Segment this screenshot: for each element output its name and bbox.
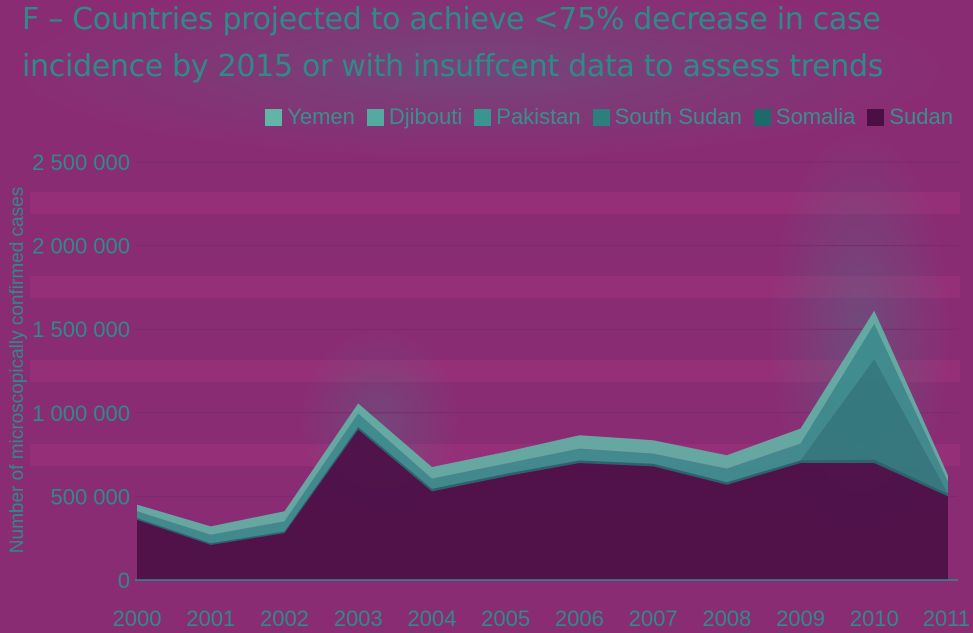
y-tick-label: 2 000 000 [32,234,130,259]
x-tick-label: 2009 [776,606,825,631]
area-south-sudan [137,359,948,544]
legend-label: Yemen [287,104,355,129]
x-tick-label: 2001 [186,606,235,631]
x-tick-label: 2008 [702,606,751,631]
legend-item-south-sudan: South Sudan [592,104,742,130]
legend-swatch [867,108,885,126]
legend-label: Sudan [889,104,953,129]
legend-swatch [753,108,771,126]
legend-item-yemen: Yemen [265,104,355,130]
legend-label: Pakistan [496,104,581,129]
y-tick-label: 0 [118,568,130,593]
x-tick-label: 2003 [334,606,383,631]
x-tick-label: 2002 [260,606,309,631]
area-yemen [137,310,948,535]
legend-swatch [474,108,492,126]
legend-label: Somalia [775,104,856,129]
x-tick-label: 2007 [629,606,678,631]
y-tick-label: 1 000 000 [32,401,130,426]
area-pakistan [137,324,948,544]
chart-title-line-2: incidence by 2015 or with insuffcent dat… [22,49,884,84]
area-sudan [137,429,948,580]
x-tick-label: 2006 [555,606,604,631]
legend-item-djibouti: Djibouti [366,104,463,130]
chart-title-line-1: F – Countries projected to achieve <75% … [22,2,881,37]
legend-label: Djibouti [388,104,463,129]
chart-legend: Yemen Djibouti Pakistan South Sudan Somalia S… [265,104,953,130]
legend-item-sudan: Sudan [867,104,953,130]
y-tick-label: 1 500 000 [32,317,130,342]
x-tick-label: 2010 [850,606,899,631]
y-tick-label: 2 500 000 [32,150,130,175]
y-tick-label: 500 000 [50,484,130,509]
x-tick-label: 2011 [923,606,970,631]
legend-swatch [592,108,610,126]
legend-item-pakistan: Pakistan [474,104,581,130]
x-tick-label: 2004 [407,606,456,631]
legend-swatch [366,108,384,126]
legend-label: South Sudan [614,104,742,129]
x-tick-label: 2000 [113,606,162,631]
legend-item-somalia: Somalia [753,104,856,130]
legend-swatch [265,108,283,126]
x-tick-label: 2005 [481,606,530,631]
